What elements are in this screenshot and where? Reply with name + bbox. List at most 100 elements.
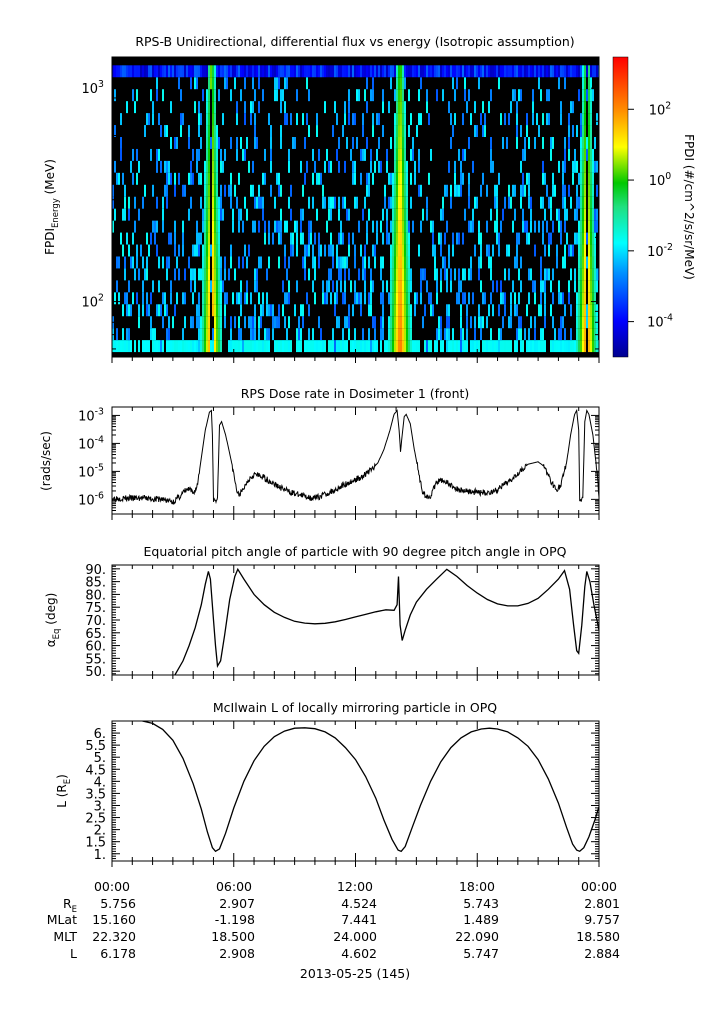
- spectrogram-cell: [426, 208, 428, 221]
- spectrogram-cell: [580, 280, 582, 293]
- spectrogram-cell: [122, 304, 124, 317]
- spectrogram-cell: [192, 340, 194, 353]
- spectrogram-cell: [450, 340, 452, 353]
- spectrogram-cell: [400, 184, 402, 197]
- spectrogram-cell: [394, 136, 396, 149]
- spectrogram-cell: [150, 89, 152, 102]
- spectrogram-cell: [220, 340, 222, 353]
- spectrogram-cell: [134, 196, 136, 209]
- spectrogram-cell: [582, 125, 584, 137]
- spectrogram-cell: [394, 208, 396, 221]
- spectrogram-cell: [316, 65, 318, 78]
- spectrogram-cell: [146, 268, 148, 281]
- spectrogram-cell: [424, 65, 426, 78]
- spectrogram-cell: [218, 220, 220, 233]
- spectrogram-cell: [454, 268, 456, 281]
- spectrogram-cell: [382, 280, 384, 293]
- spectrogram-cell: [216, 184, 218, 197]
- spectrogram-cell: [472, 220, 474, 233]
- spectrogram-cell: [330, 340, 332, 353]
- spectrogram-cell: [260, 304, 262, 317]
- spectrogram-cell: [582, 77, 584, 90]
- spectrogram-cell: [254, 280, 256, 293]
- spectrogram-cell: [584, 136, 586, 149]
- spectrogram-cell: [504, 196, 506, 209]
- spectrogram-cell: [584, 316, 586, 329]
- spectrogram-cell: [372, 244, 374, 257]
- spectrogram-cell: [364, 89, 366, 102]
- spectrogram-cell: [540, 292, 542, 305]
- spectrogram-cell: [280, 125, 282, 137]
- spectrogram-cell: [162, 340, 164, 353]
- spectrogram-cell: [366, 136, 368, 149]
- spectrogram-cell: [404, 280, 406, 293]
- spectrogram-cell: [334, 65, 336, 78]
- ephemeris-value: 5.756: [100, 896, 136, 911]
- spectrogram-cell: [116, 172, 118, 185]
- spectrogram-cell: [208, 208, 210, 221]
- spectrogram-cell: [124, 65, 126, 78]
- spectrogram-cell: [384, 340, 386, 353]
- spectrogram-cell: [338, 65, 340, 78]
- spectrogram-cell: [490, 65, 492, 78]
- spectrogram-cell: [496, 208, 498, 221]
- spectrogram-cell: [388, 340, 390, 353]
- spectrogram-cell: [452, 340, 454, 353]
- spectrogram-cell: [482, 172, 484, 185]
- spectrogram-cell: [588, 340, 590, 353]
- spectrogram-cell: [200, 172, 202, 185]
- spectrogram-cell: [592, 89, 594, 102]
- spectrogram-cell: [166, 304, 168, 317]
- mcilwain-l-line: [142, 721, 599, 853]
- spectrogram-cell: [544, 65, 546, 78]
- spectrogram-cell: [576, 184, 578, 197]
- spectrogram-cell: [184, 268, 186, 281]
- ephemeris-row-label: MLT: [53, 929, 77, 944]
- spectrogram-cell: [152, 328, 154, 341]
- dose-rate-ticks: [111, 406, 600, 520]
- spectrogram-cell: [204, 220, 206, 233]
- spectrogram-cell: [244, 148, 246, 161]
- spectrogram-cell: [488, 244, 490, 257]
- spectrogram-cell: [396, 160, 398, 173]
- spectrogram-cell: [326, 148, 328, 161]
- spectrogram-cell: [218, 280, 220, 293]
- spectrogram-cell: [236, 65, 238, 78]
- spectrogram-cell: [200, 196, 202, 209]
- spectrogram-cell: [352, 136, 354, 149]
- spectrogram-cell: [240, 208, 242, 221]
- spectrogram-cell: [518, 292, 520, 305]
- spectrogram-cell: [308, 340, 310, 353]
- spectrogram-cell: [166, 340, 168, 353]
- spectrogram-cell: [584, 113, 586, 126]
- spectrogram-cell: [460, 172, 462, 185]
- spectrogram-cell: [404, 125, 406, 137]
- spectrogram-cell: [576, 232, 578, 245]
- spectrogram-cell: [244, 113, 246, 126]
- spectrogram-cell: [398, 172, 400, 185]
- spectrogram-cell: [564, 328, 566, 341]
- spectrogram-cell: [364, 65, 366, 78]
- spectrogram-cell: [594, 268, 596, 281]
- spectrogram-cell: [314, 292, 316, 305]
- spectrogram-cell: [168, 160, 170, 173]
- spectrogram-cell: [594, 304, 596, 317]
- spectrogram-cell: [394, 256, 396, 269]
- spectrogram-cell: [582, 65, 584, 78]
- spectrogram-cell: [126, 304, 128, 317]
- spectrogram-cell: [240, 89, 242, 102]
- spectrogram-cell: [210, 65, 212, 78]
- spectrogram-cell: [120, 148, 122, 161]
- spectrogram-cell: [552, 268, 554, 281]
- spectrogram-cell: [514, 304, 516, 317]
- spectrogram-cell: [112, 340, 114, 353]
- spectrogram-cell: [526, 172, 528, 185]
- spectrogram-cell: [366, 220, 368, 233]
- spectrogram-cell: [206, 232, 208, 245]
- spectrogram-cell: [358, 340, 360, 353]
- spectrogram-cell: [152, 340, 154, 353]
- spectrogram-cell: [180, 340, 182, 353]
- spectrogram-cell: [410, 304, 412, 317]
- spectrogram-cell: [252, 101, 254, 114]
